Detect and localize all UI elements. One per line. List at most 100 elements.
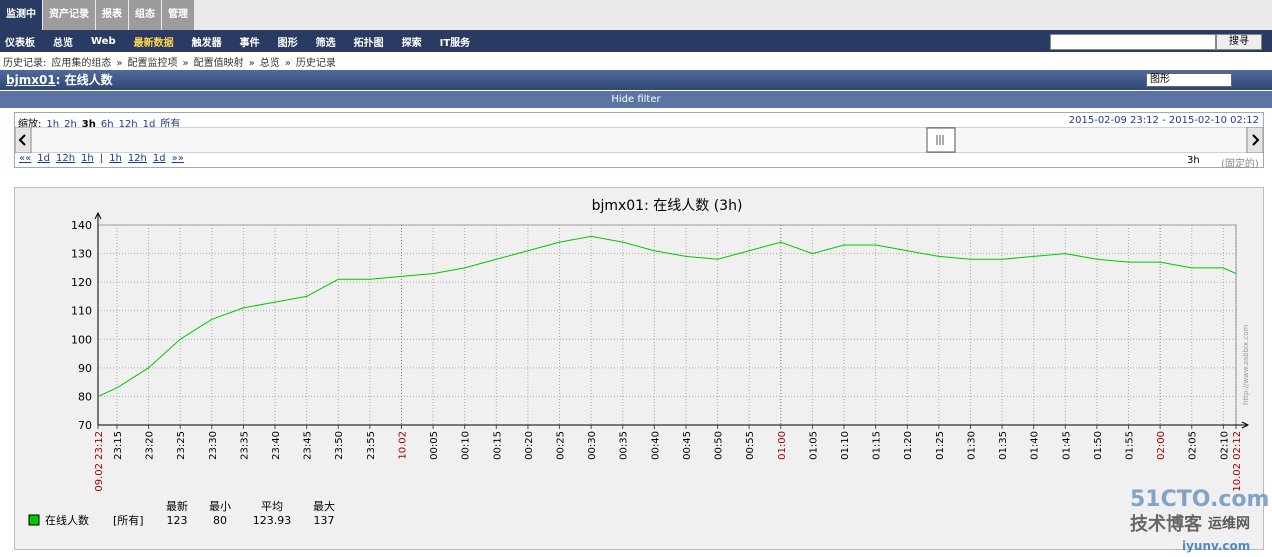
- scrollbar[interactable]: [15, 127, 1263, 153]
- x-tick-label: 00:45: [682, 431, 693, 460]
- from: 2015-02-09 23:12: [1068, 115, 1159, 126]
- series-line: [97, 235, 1237, 397]
- to: 2015-02-10 02:12: [1168, 115, 1259, 126]
- legend-header: 平均: [261, 500, 283, 513]
- timeline: 缩放: 1h 2h 3h 6h 12h 1d 所有 2015-02-09 23:12 - 20…: [14, 112, 1264, 170]
- legend-swatch: [28, 514, 40, 526]
- breadcrumb-item[interactable]: 配置值映射: [193, 58, 244, 69]
- graph-panel: bjmx01: 在线人数 (3h) 70 80 90 100 110 120 130 140 09…: [14, 187, 1264, 550]
- x-tick-label: 02:05: [1188, 431, 1199, 460]
- menu-item[interactable]: 拓扑图: [353, 37, 384, 49]
- search-input[interactable]: [1050, 34, 1216, 50]
- x-axis: [98, 421, 1250, 429]
- menu-item[interactable]: 触发器: [191, 37, 222, 49]
- nav-option[interactable]: |: [99, 153, 104, 164]
- nav-option[interactable]: ««: [19, 153, 32, 164]
- search-button[interactable]: 搜寻: [1216, 34, 1262, 50]
- menu-item[interactable]: 图形: [277, 37, 298, 49]
- x-tick-label: 23:30: [208, 431, 219, 460]
- period: 3h: [1187, 155, 1200, 166]
- zoom-option[interactable]: 所有: [160, 119, 181, 130]
- x-tick-label: 01:10: [840, 431, 851, 460]
- menu-item[interactable]: 事件: [239, 37, 260, 49]
- legend-name: 在线人数: [45, 513, 89, 527]
- x-tick-label: 01:35: [998, 431, 1009, 460]
- breadcrumb-item[interactable]: 历史记录: [295, 58, 336, 69]
- top-tab[interactable]: 组态: [129, 0, 161, 30]
- top-tab[interactable]: 管理: [162, 0, 194, 30]
- range: 2015-02-09 23:12 - 2015-02-10 02:12: [1069, 115, 1259, 126]
- y-tick-label: 140: [71, 219, 92, 232]
- x-tick-label: 00:50: [714, 431, 725, 460]
- nav-option[interactable]: »»: [171, 153, 184, 164]
- menu-item[interactable]: IT服务: [439, 37, 471, 49]
- x-tick-label: 10.02: [397, 431, 408, 460]
- watermark-text: 运维网: [1208, 515, 1250, 532]
- chart: bjmx01: 在线人数 (3h) 70 80 90 100 110 120 130 140 09…: [28, 198, 1250, 527]
- x-tick-label: 01:05: [808, 431, 819, 460]
- zoom-option[interactable]: 12h: [118, 119, 138, 130]
- legend-value: 123.93: [253, 514, 292, 527]
- y-tick-label: 110: [71, 305, 92, 318]
- zoom-option[interactable]: 1h: [46, 119, 60, 130]
- y-axis: [94, 211, 102, 425]
- breadcrumb-item[interactable]: 应用集的组态: [51, 58, 112, 69]
- x-tick-label: 01:30: [966, 431, 977, 460]
- y-tick-label: 90: [78, 362, 92, 375]
- nav-row: «« 1d 12h 1h | 1h 12h 1d »»: [19, 153, 190, 164]
- zoom-option[interactable]: 6h: [100, 119, 114, 130]
- view-select[interactable]: 图形: [1146, 73, 1232, 87]
- zoom-label: 缩放:: [18, 119, 42, 130]
- x-tick-label: 23:45: [303, 431, 314, 460]
- nav-option[interactable]: 1d: [152, 153, 166, 164]
- nav-option[interactable]: 12h: [55, 153, 76, 164]
- breadcrumb-label: 历史记录:: [3, 58, 47, 69]
- zoom-option[interactable]: 3h: [81, 119, 96, 130]
- menu-item[interactable]: 最新数据: [133, 37, 174, 49]
- top-tab[interactable]: 资产记录: [43, 0, 95, 30]
- filter-toggle[interactable]: Hide filter: [0, 91, 1272, 108]
- host-link[interactable]: bjmx01: [6, 73, 56, 87]
- x-tick-label: 02:10: [1219, 431, 1230, 460]
- legend-value: 123: [167, 514, 188, 527]
- y-tick-label: 100: [71, 333, 92, 346]
- x-tick-label: 01:00: [777, 431, 788, 460]
- x-tick-label: 00:35: [619, 431, 630, 460]
- top-tab[interactable]: 监测中: [0, 0, 42, 30]
- nav-option[interactable]: 12h: [127, 153, 147, 164]
- menu-item[interactable]: 仪表板: [5, 37, 35, 49]
- x-tick-label: 23:25: [176, 431, 187, 460]
- legend-header: 最大: [313, 499, 335, 513]
- x-tick-label: 00:55: [745, 431, 756, 460]
- legend-header: 最小: [209, 500, 231, 513]
- chart-title: bjmx01: 在线人数 (3h): [592, 198, 743, 214]
- nav-option[interactable]: 1h: [81, 153, 94, 164]
- top-tabs: 监测中 资产记录 报表 组态 管理: [0, 0, 1272, 30]
- y-tick-label: 80: [78, 390, 92, 403]
- zoom-option[interactable]: 1d: [142, 119, 156, 130]
- breadcrumb-item[interactable]: 总览: [259, 58, 280, 69]
- breadcrumb-item[interactable]: 配置监控项: [127, 58, 178, 69]
- x-tick-label: 01:45: [1061, 431, 1072, 460]
- zoom-option[interactable]: 2h: [64, 119, 77, 130]
- menu-item[interactable]: Web: [91, 35, 116, 47]
- menu-item[interactable]: 筛选: [315, 37, 336, 49]
- top-tab[interactable]: 报表: [96, 0, 128, 30]
- menu-item[interactable]: 探索: [401, 37, 422, 49]
- menu-item[interactable]: 总览: [53, 37, 73, 49]
- x-tick-label: 00:25: [556, 431, 567, 460]
- x-tick-label: 23:20: [145, 431, 156, 460]
- breadcrumb-sep: »: [116, 58, 123, 69]
- nav-option[interactable]: 1d: [37, 153, 50, 164]
- credit: http://www.zabbix.com: [1242, 325, 1250, 405]
- x-tick-label: 01:40: [1030, 431, 1041, 460]
- breadcrumb-sep: »: [284, 58, 291, 69]
- nav-option[interactable]: 1h: [109, 153, 122, 164]
- x-tick-label: 23:55: [366, 431, 377, 460]
- y-tick-label: 70: [78, 419, 92, 432]
- fixed[interactable]: (固定的): [1221, 159, 1259, 170]
- x-tick-label: 00:10: [461, 431, 472, 460]
- x-tick-label: 01:55: [1125, 431, 1136, 460]
- range-sep: -: [1162, 115, 1166, 126]
